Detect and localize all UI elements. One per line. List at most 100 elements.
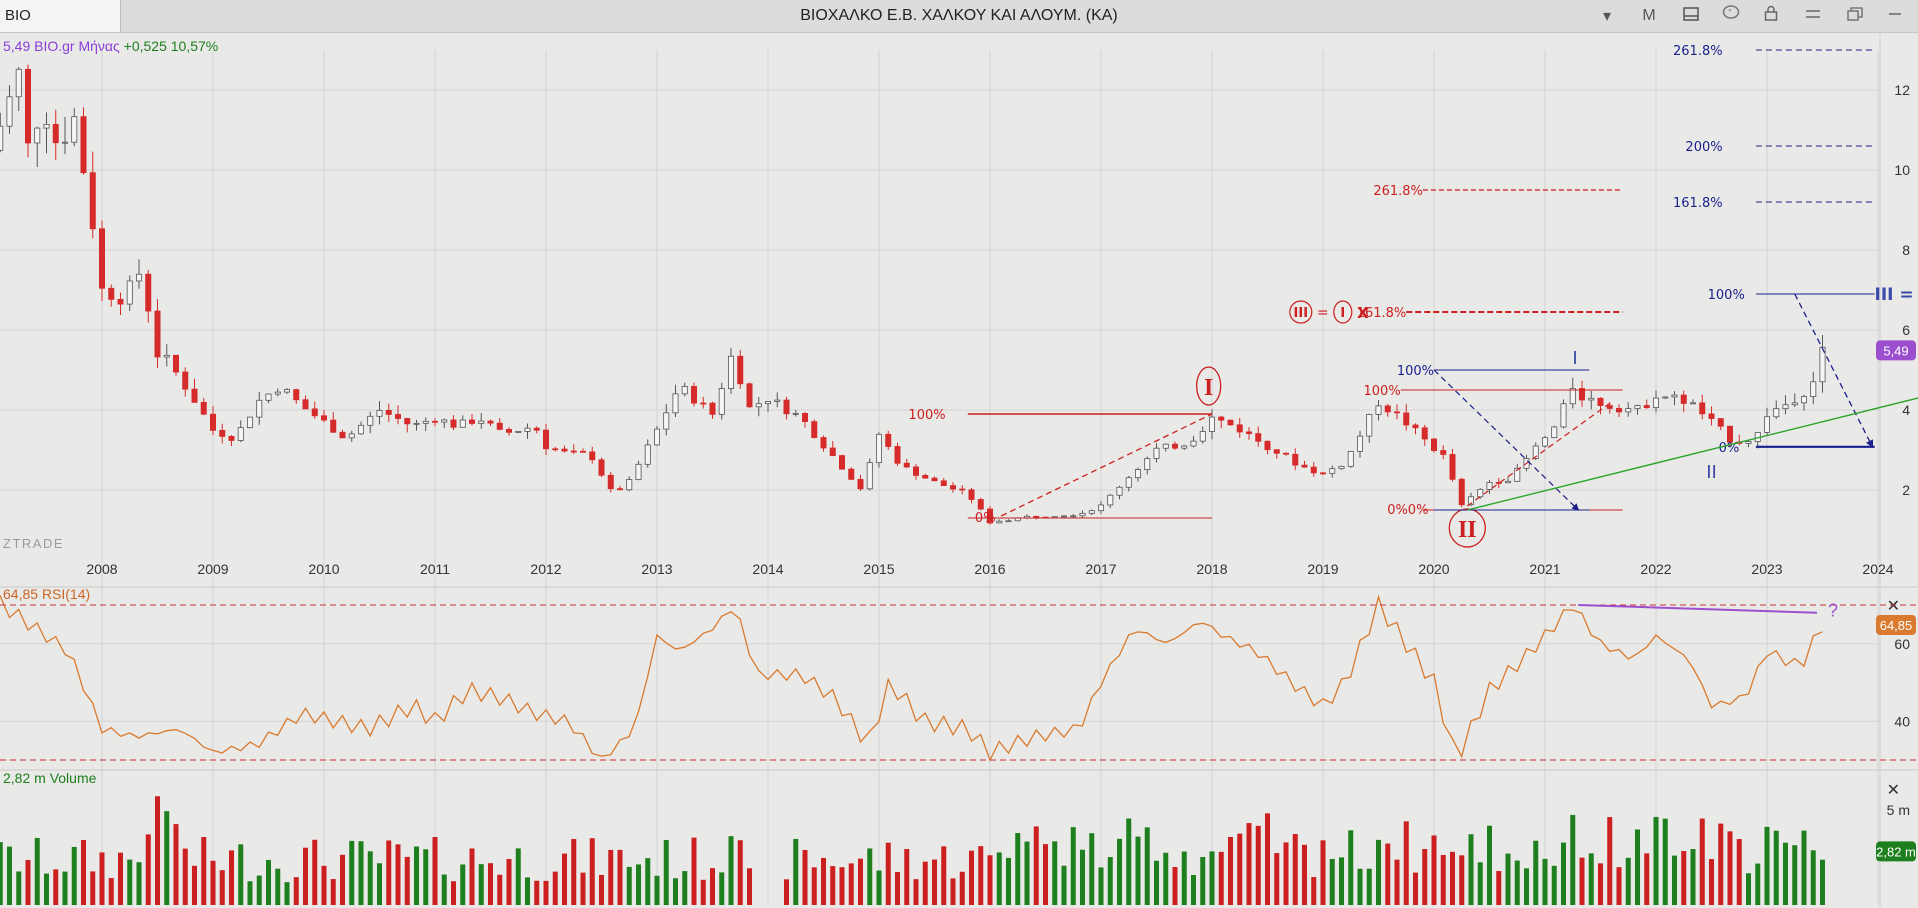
candle [283,389,290,393]
candle [635,463,642,480]
candle [1708,413,1715,419]
symbol-input[interactable]: BIO [5,7,31,24]
fib-blue-label: 0% [1719,441,1740,456]
candle [866,462,873,490]
candle [765,401,772,405]
title-bar: BIO ΒΙΟΧΑΛΚΟ Ε.Β. ΧΑΛΚΟΥ ΚΑΙ ΑΛΟΥΜ. (ΚΑ)… [0,0,1918,33]
x-tick-label: 2018 [1196,561,1227,577]
candle [1791,402,1798,406]
candle [1421,427,1428,440]
rsi-tick-label: 40 [1894,713,1910,729]
candle [894,446,901,464]
candle [1070,515,1077,518]
volume-bar [1783,842,1788,905]
volume-bar [1385,843,1391,905]
candle [1033,515,1040,518]
y-tick-label: 12 [1894,82,1910,98]
volume-bar [580,872,586,905]
volume-bar [340,854,345,905]
candle [1560,403,1567,428]
candle [24,68,31,144]
candle [1144,458,1151,470]
candle [903,462,910,468]
lock-icon[interactable] [1756,2,1786,30]
volume-bars [0,796,1825,905]
volume-bar [62,871,68,905]
volume-bar [1246,823,1252,905]
panel-icon[interactable] [1676,2,1706,30]
info-source: BIO.gr Μήνας [34,38,120,54]
candle [959,488,966,491]
candle [1375,405,1382,415]
candle [1412,424,1419,429]
period-button[interactable]: M [1642,7,1656,24]
volume-bar [867,848,873,905]
candle [145,273,152,312]
volume-bar [247,881,253,905]
candle [237,427,244,441]
close-icon[interactable] [1880,2,1910,30]
fib-red-label: 100% [1364,384,1401,399]
volume-bar [1413,872,1418,905]
chat-icon[interactable]: " [1716,2,1746,30]
candle [663,412,670,430]
candle [256,399,263,418]
candle [126,280,133,305]
volume-bar [469,848,475,905]
trend-blue-dashed [1433,369,1580,511]
y-tick-label: 2 [1902,482,1910,498]
volume-bar [1422,849,1428,905]
x-tick-label: 2014 [752,561,783,577]
y-tick-label: 10 [1894,162,1910,178]
candle [1477,489,1484,498]
chevron-down-icon[interactable]: ▾ [1602,6,1612,25]
volume-bar [1218,851,1224,905]
candle [1227,419,1234,426]
volume-close-icon[interactable]: ✕ [1886,780,1900,799]
volume-bar [941,846,947,905]
volume-bar [1542,858,1548,905]
wave-circle [1333,300,1353,324]
volume-bar [608,849,614,905]
fib-red-label: 161.8% [1357,306,1407,321]
candle [200,401,207,415]
candle [857,478,864,490]
volume-bar [839,867,845,905]
wave-red-label: II [1458,517,1477,543]
candle [219,429,226,437]
volume-bar [663,840,669,905]
candle [996,520,1003,524]
volume-bar [1533,840,1539,905]
candle [0,125,4,151]
volume-bar [617,849,623,905]
volume-bar [1598,863,1603,905]
rsi-line: ? [0,594,1918,762]
candle [34,127,41,144]
volume-bar [201,837,207,905]
axes: 2008 2009 2010 2011 2012 2013 2014 2015 2016 2017… [3,82,1916,862]
volume-bar [164,811,170,905]
candle [1588,397,1595,401]
candle [1801,396,1808,404]
candle [589,451,596,461]
candle [774,399,781,402]
candle [1551,426,1558,439]
fib-blue-label: 200% [1685,140,1722,155]
candle [441,419,448,423]
volume-bar [441,874,447,905]
candle [515,431,522,433]
volume-bar [1181,851,1187,905]
volume-bar [377,863,382,905]
candle [1181,445,1188,449]
x-tick-label: 2010 [308,561,339,577]
volume-bar [1172,867,1178,905]
minimize-icon[interactable] [1798,2,1828,30]
symbol-box[interactable]: BIO [0,0,121,32]
rsi-tick-label: 60 [1894,636,1910,652]
candle [1209,416,1216,432]
restore-icon[interactable] [1840,2,1870,30]
candle [1634,405,1641,410]
volume-bar [99,852,105,905]
candle [413,422,420,425]
